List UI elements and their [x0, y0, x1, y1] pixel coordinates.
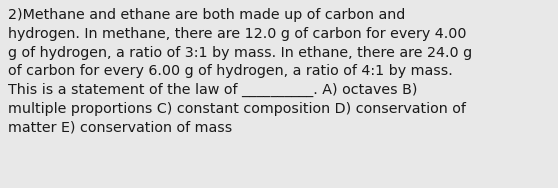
Text: 2)Methane and ethane are both made up of carbon and
hydrogen. In methane, there : 2)Methane and ethane are both made up of… [8, 8, 472, 134]
